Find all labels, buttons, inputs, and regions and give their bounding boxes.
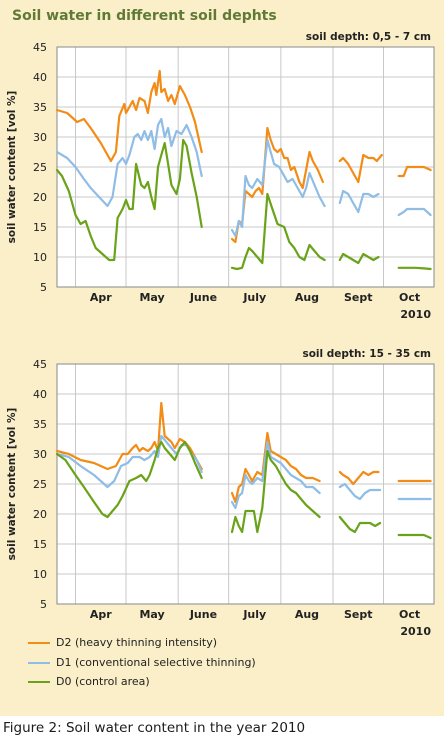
legend-label-d2: D2 (heavy thinning intensity)	[56, 636, 218, 649]
series-line-d2	[55, 69, 203, 163]
series-line-d0	[338, 515, 382, 534]
month-tick-label: Oct	[399, 608, 420, 621]
series-line-d0	[397, 266, 432, 271]
y-axis-label: soil water content [vol %]	[6, 408, 18, 561]
year-label: 2010	[400, 625, 431, 638]
month-tick-label: Apr	[90, 291, 112, 304]
y-tick-label: 30	[33, 448, 47, 461]
y-tick-label: 5	[40, 281, 47, 294]
y-tick-label: 10	[33, 568, 47, 581]
month-tick-label: June	[189, 291, 217, 304]
series-line-d0	[338, 252, 380, 265]
y-tick-label: 45	[33, 358, 47, 371]
y-tick-label: 35	[33, 101, 47, 114]
chart-subtitle: soil depth: 0,5 - 7 cm	[306, 31, 431, 43]
month-tick-label: Sept	[344, 291, 373, 304]
y-tick-label: 20	[33, 508, 47, 521]
y-tick-label: 15	[33, 221, 47, 234]
year-label: 2010	[400, 308, 431, 321]
y-tick-label: 40	[33, 388, 47, 401]
series-line-d0	[55, 138, 203, 262]
series-line-d2	[230, 126, 324, 244]
month-tick-label: Sept	[344, 608, 373, 621]
series-line-d1	[55, 117, 203, 208]
y-tick-label: 30	[33, 131, 47, 144]
legend-label-d0: D0 (control area)	[56, 675, 150, 688]
series-line-d2	[338, 470, 380, 486]
month-tick-label: Aug	[295, 608, 319, 621]
month-tick-label: Oct	[399, 291, 420, 304]
legend-item-d1: D1 (conventional selective thinning)	[28, 656, 256, 669]
legend-item-d2: D2 (heavy thinning intensity)	[28, 636, 217, 649]
series-line-d1	[230, 440, 321, 510]
series-line-d1	[338, 482, 382, 501]
chart-subtitle: soil depth: 15 - 35 cm	[302, 348, 431, 360]
series-line-d2	[397, 165, 432, 178]
month-tick-label: July	[242, 291, 266, 304]
series-line-d0	[230, 192, 326, 271]
plot-frame	[56, 363, 435, 605]
y-axis-label: soil water content [vol %]	[6, 91, 18, 244]
legend-swatch-d2	[28, 642, 50, 644]
figure-title: Soil water in different soil dephts	[12, 8, 277, 24]
month-tick-label: June	[189, 608, 217, 621]
month-tick-label: May	[139, 291, 164, 304]
y-tick-label: 35	[33, 418, 47, 431]
series-line-d0	[397, 533, 432, 540]
legend-item-d0: D0 (control area)	[28, 675, 150, 688]
y-tick-label: 15	[33, 538, 47, 551]
series-line-d0	[230, 449, 321, 534]
series-line-d1	[230, 138, 326, 238]
figure-caption: Figure 2: Soil water content in the year…	[3, 720, 306, 736]
series-line-d2	[55, 401, 203, 471]
legend-swatch-d0	[28, 681, 50, 683]
y-tick-label: 40	[33, 71, 47, 84]
month-tick-label: May	[139, 608, 164, 621]
y-tick-label: 5	[40, 598, 47, 611]
series-line-d1	[397, 207, 432, 217]
month-tick-label: Aug	[295, 291, 319, 304]
y-tick-label: 10	[33, 251, 47, 264]
legend-label-d1: D1 (conventional selective thinning)	[56, 656, 256, 669]
y-tick-label: 20	[33, 191, 47, 204]
legend-swatch-d1	[28, 662, 50, 664]
y-tick-label: 45	[33, 41, 47, 54]
y-tick-label: 25	[33, 161, 47, 174]
series-line-d2	[230, 431, 321, 504]
series-line-d2	[338, 153, 383, 184]
charts-canvas: 5 10 15 20 25 30 35 40 45 Apr May June July Aug Sept Oc…	[6, 31, 435, 638]
y-tick-label: 25	[33, 478, 47, 491]
series-line-d0	[55, 440, 203, 519]
series-line-d1	[338, 189, 380, 214]
month-tick-label: Apr	[90, 608, 112, 621]
plot-frame	[56, 46, 435, 288]
month-tick-label: July	[242, 608, 266, 621]
